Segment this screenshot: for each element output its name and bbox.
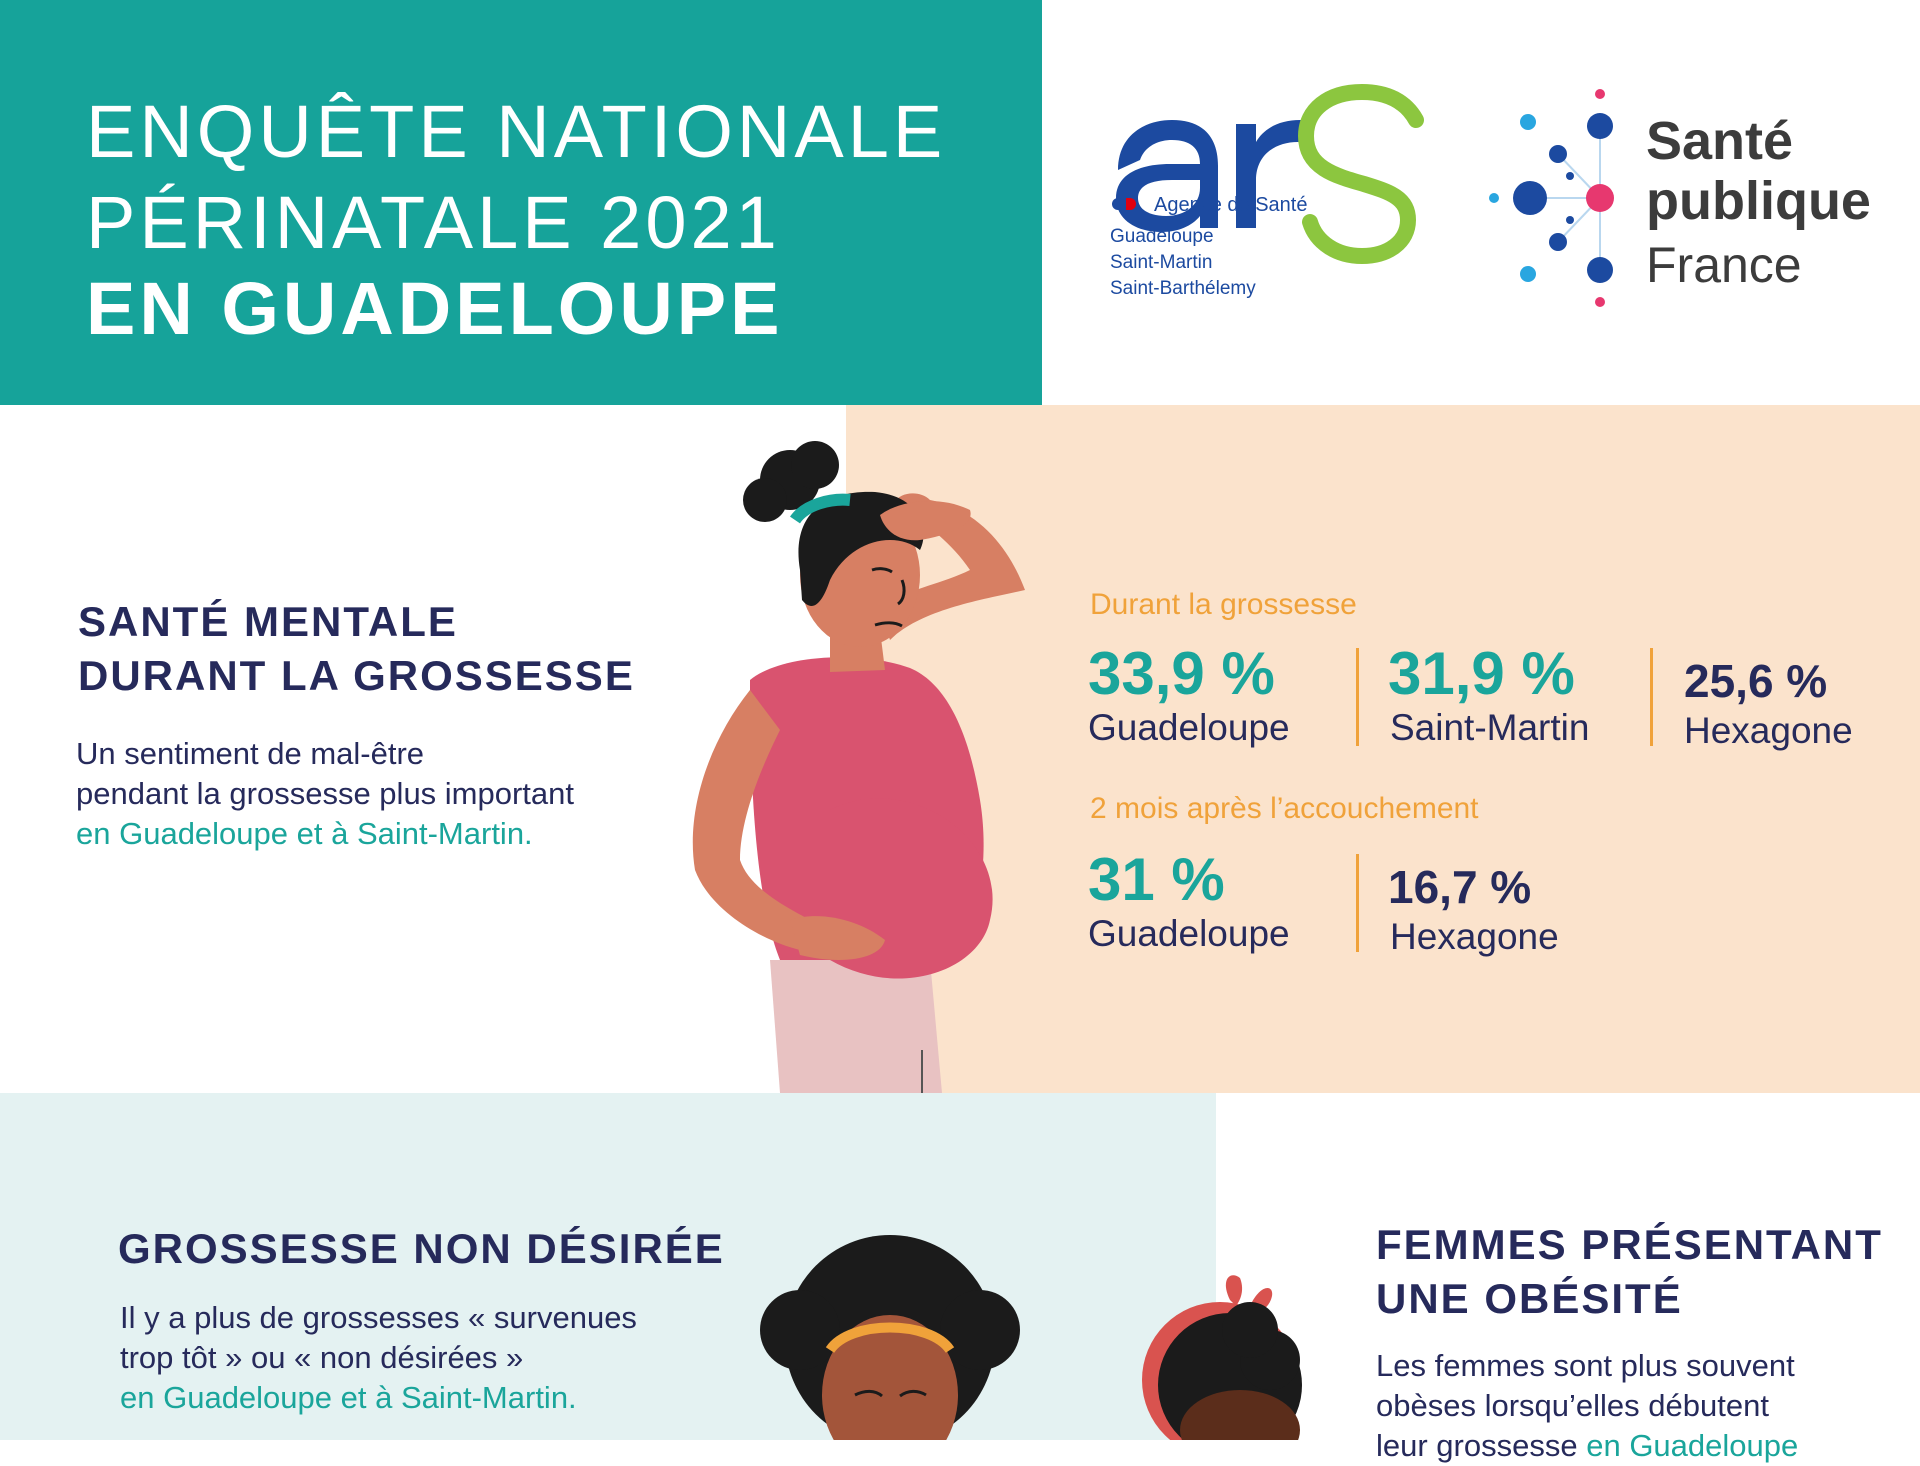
page-title-line3: EN GUADELOUPE — [86, 267, 784, 350]
mental-health-desc-line2: pendant la grossesse plus important — [76, 776, 575, 811]
mental-health-stats-panel — [846, 405, 1920, 1093]
ars-logo — [1110, 80, 1430, 310]
ars-dot-icon — [1112, 198, 1124, 210]
unwanted-desc-line1: Il y a plus de grossesses « survenues — [120, 1300, 637, 1335]
ars-region-3: Saint-Barthélemy — [1110, 278, 1256, 299]
stat-divider — [1356, 648, 1359, 746]
spf-logo-line1: Santé — [1646, 111, 1794, 171]
obesity-desc-line2: obèses lorsqu’elles débutent — [1376, 1388, 1769, 1423]
woman-with-headband-illustration — [1120, 1270, 1320, 1466]
stat-guadeloupe-during-value: 33,9 % — [1088, 640, 1275, 707]
stat-hexagone-after-region: Hexagone — [1390, 916, 1559, 957]
ars-region-1: Guadeloupe — [1110, 226, 1214, 247]
page-title-line2: PÉRINATALE 2021 — [86, 181, 781, 264]
stat-divider — [1650, 648, 1653, 746]
mental-health-title-line2: DURANT LA GROSSESSE — [78, 652, 635, 699]
unwanted-pregnancy-title: GROSSESSE NON DÉSIRÉE — [118, 1225, 725, 1272]
pregnant-woman-illustration — [680, 440, 1040, 1093]
obesity-desc-highlight: en Guadeloupe — [1586, 1428, 1799, 1463]
stat-guadeloupe-during-region: Guadeloupe — [1088, 707, 1290, 748]
stat-guadeloupe-after-value: 31 % — [1088, 846, 1225, 913]
mental-health-title-line1: SANTÉ MENTALE — [78, 598, 458, 645]
after-birth-label: 2 mois après l’accouchement — [1090, 792, 1479, 825]
obesity-desc-line3-text: leur grossesse — [1376, 1428, 1578, 1463]
mental-health-desc-line1: Un sentiment de mal-être — [76, 736, 425, 771]
ars-agency-label: Agence de Santé — [1154, 194, 1308, 216]
obesity-desc-line3: leur grossesse en Guadeloupe — [1376, 1426, 1798, 1466]
during-pregnancy-label: Durant la grossesse — [1090, 588, 1357, 621]
spf-network-icon — [1480, 80, 1650, 320]
spf-logo-line3: France — [1646, 237, 1802, 293]
stat-hexagone-during-value: 25,6 % — [1684, 655, 1828, 707]
obesity-desc-line1: Les femmes sont plus souvent — [1376, 1348, 1795, 1383]
stat-hexagone-after-value: 16,7 % — [1388, 861, 1532, 913]
mental-health-left-panel — [0, 405, 846, 1093]
obesity-panel — [1216, 1093, 1920, 1440]
unwanted-desc-highlight: en Guadeloupe et à Saint-Martin. — [120, 1380, 577, 1415]
obesity-title-line2: UNE OBÉSITÉ — [1376, 1275, 1683, 1322]
ars-half-dot-icon — [1126, 198, 1136, 210]
stat-hexagone-during-region: Hexagone — [1684, 710, 1853, 751]
unwanted-desc-line2: trop tôt » ou « non désirées » — [120, 1340, 524, 1375]
mental-health-desc-highlight: en Guadeloupe et à Saint-Martin. — [76, 816, 533, 851]
header-band — [0, 0, 1042, 405]
stat-saint-martin-during-region: Saint-Martin — [1390, 707, 1590, 748]
stat-guadeloupe-after-region: Guadeloupe — [1088, 913, 1290, 954]
page-title-line1: ENQUÊTE NATIONALE — [86, 90, 947, 173]
obesity-title-line1: FEMMES PRÉSENTANT — [1376, 1221, 1883, 1268]
stat-saint-martin-during-value: 31,9 % — [1388, 640, 1575, 707]
stat-divider — [1356, 854, 1359, 952]
curly-hair-woman-illustration — [760, 1230, 1020, 1466]
unwanted-pregnancy-panel — [0, 1093, 1216, 1440]
ars-region-2: Saint-Martin — [1110, 252, 1213, 273]
logo-area — [1042, 0, 1920, 405]
spf-logo-line2: publique — [1646, 171, 1871, 231]
